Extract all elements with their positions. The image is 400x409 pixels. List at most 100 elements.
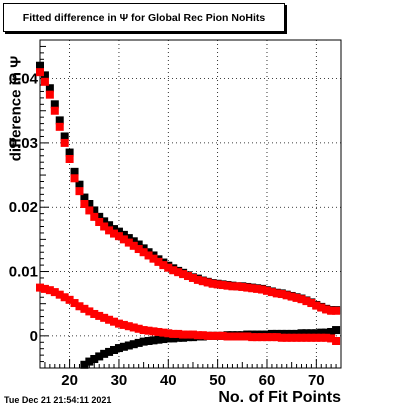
data-point-red-series-4	[277, 333, 286, 342]
data-point-red-series-4	[75, 302, 84, 311]
data-point-red-series-4	[233, 332, 242, 341]
data-point-red-series-2	[332, 306, 341, 315]
data-point-black-series-1	[119, 230, 128, 239]
data-point-red-series-2	[297, 295, 306, 304]
data-point-red-series-4	[312, 333, 321, 342]
data-point-black-series-3	[164, 334, 173, 343]
data-point-red-series-4	[50, 288, 59, 297]
data-point-red-series-4	[302, 333, 311, 342]
data-point-red-series-4	[297, 333, 306, 342]
data-point-red-series-4	[243, 332, 252, 341]
data-point-red-series-4	[184, 330, 193, 339]
data-point-red-series-2	[179, 270, 188, 279]
data-point-black-series-3	[307, 329, 316, 338]
x-tick-label: 40	[160, 372, 177, 389]
data-point-red-series-2	[36, 68, 44, 77]
data-point-red-series-4	[149, 327, 158, 336]
data-point-red-series-4	[95, 311, 104, 320]
data-point-red-series-2	[218, 281, 227, 290]
data-markers	[36, 61, 341, 369]
axis-ticks	[40, 45, 337, 368]
data-point-black-series-3	[80, 360, 89, 369]
data-point-black-series-3	[110, 345, 119, 354]
data-point-red-series-2	[258, 285, 267, 294]
data-point-red-series-4	[248, 333, 257, 342]
data-point-red-series-4	[100, 313, 109, 322]
data-point-black-series-3	[129, 340, 138, 349]
data-point-red-series-2	[327, 306, 336, 315]
data-point-red-series-4	[129, 323, 138, 332]
x-tick-label: 20	[61, 372, 78, 389]
data-point-black-series-3	[134, 338, 143, 347]
data-point-black-series-3	[169, 334, 178, 343]
data-point-red-series-2	[193, 275, 202, 284]
data-point-red-series-4	[332, 336, 341, 345]
x-axis-label: No. of Fit Points	[218, 389, 341, 406]
data-point-red-series-2	[184, 272, 193, 281]
data-point-red-series-4	[282, 333, 291, 342]
data-point-black-series-3	[114, 344, 123, 353]
data-point-red-series-2	[139, 248, 148, 257]
data-point-red-series-2	[55, 122, 64, 131]
data-point-black-series-3	[322, 328, 331, 337]
data-point-black-series-3	[332, 326, 341, 335]
data-point-red-series-4	[90, 309, 99, 318]
data-point-black-series-3	[139, 337, 148, 346]
data-point-red-series-4	[124, 322, 133, 331]
data-point-red-series-2	[110, 229, 119, 238]
data-point-red-series-2	[105, 226, 114, 235]
data-point-red-series-2	[203, 278, 212, 287]
data-point-red-series-4	[45, 286, 54, 295]
data-point-red-series-2	[129, 241, 138, 250]
y-tick-label: 0.04	[9, 71, 39, 88]
data-point-black-series-1	[55, 116, 64, 125]
data-point-black-series-1	[100, 217, 109, 226]
data-point-red-series-4	[65, 295, 74, 304]
data-point-red-series-2	[228, 282, 237, 291]
y-tick-label: 0.03	[9, 135, 38, 152]
data-point-black-series-1	[70, 167, 79, 176]
data-point-red-series-4	[36, 283, 44, 292]
timestamp: Tue Dec 21 21:54:11 2021	[4, 395, 112, 405]
data-point-black-series-1	[95, 212, 104, 221]
data-point-red-series-4	[262, 333, 271, 342]
data-point-red-series-2	[243, 283, 252, 292]
data-point-red-series-4	[223, 332, 232, 341]
data-point-red-series-4	[159, 328, 168, 337]
data-point-red-series-2	[272, 289, 281, 298]
data-point-red-series-4	[40, 284, 49, 293]
data-point-red-series-4	[198, 331, 207, 340]
data-point-black-series-1	[85, 200, 94, 208]
data-point-red-series-2	[114, 232, 123, 241]
data-point-red-series-4	[203, 331, 212, 340]
data-point-red-series-2	[95, 218, 104, 227]
data-point-black-series-1	[45, 84, 54, 93]
data-point-red-series-2	[208, 279, 217, 288]
data-point-red-series-2	[119, 235, 128, 244]
data-point-red-series-4	[292, 333, 301, 342]
data-point-red-series-2	[287, 292, 296, 301]
data-point-black-series-1	[36, 61, 44, 70]
data-point-red-series-2	[238, 282, 247, 291]
data-point-black-series-3	[124, 341, 133, 350]
data-point-red-series-2	[159, 261, 168, 270]
data-point-black-series-1	[80, 193, 89, 202]
data-point-red-series-4	[119, 320, 128, 329]
data-point-black-series-1	[40, 71, 49, 80]
data-point-red-series-2	[164, 263, 173, 272]
data-point-red-series-4	[317, 333, 326, 342]
x-tick-label: 30	[111, 372, 128, 389]
data-point-red-series-2	[253, 284, 262, 293]
data-point-red-series-4	[327, 334, 336, 343]
data-point-red-series-2	[262, 286, 271, 295]
data-point-red-series-2	[292, 293, 301, 302]
data-point-red-series-2	[100, 222, 109, 231]
plot-frame	[39, 39, 342, 369]
data-point-red-series-4	[287, 333, 296, 342]
data-point-red-series-4	[70, 299, 79, 308]
data-point-black-series-1	[75, 180, 84, 189]
data-point-red-series-4	[322, 333, 331, 342]
data-point-red-series-2	[322, 305, 331, 314]
data-point-black-series-3	[95, 352, 104, 361]
